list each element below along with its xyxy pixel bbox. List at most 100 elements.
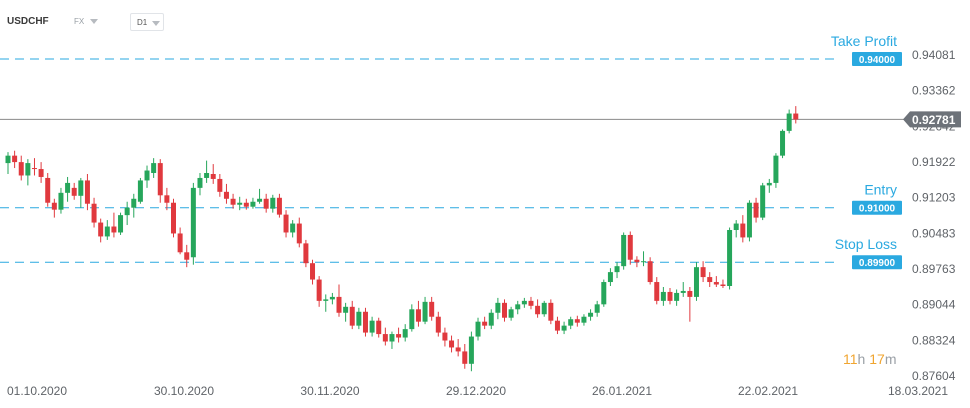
- candle-body: [131, 198, 137, 208]
- level-price-label: 0.91000: [859, 204, 896, 215]
- candle-body: [84, 180, 90, 204]
- candle-body: [693, 267, 699, 297]
- candle-body: [98, 222, 104, 237]
- candle-body: [65, 182, 71, 193]
- timeframe-value: D1: [137, 18, 148, 27]
- candle-body: [680, 290, 686, 293]
- candle-body: [647, 261, 653, 283]
- candle-body: [660, 291, 666, 301]
- candle-body: [137, 180, 143, 202]
- candle-body: [786, 113, 792, 131]
- candle-body: [111, 226, 117, 233]
- candle-body: [667, 291, 673, 301]
- y-tick-label: 0.91203: [912, 191, 956, 205]
- level-price-badge: [852, 255, 902, 270]
- candle-body: [475, 321, 481, 337]
- candle-body: [554, 320, 560, 331]
- countdown-hours: 11: [843, 351, 858, 367]
- candle-body: [601, 282, 607, 305]
- candle-body: [641, 261, 647, 263]
- candle-body: [31, 168, 37, 170]
- candle-body: [310, 263, 316, 280]
- market-label[interactable]: FX: [74, 17, 85, 26]
- candle-body: [422, 301, 428, 322]
- candle-body: [204, 173, 210, 178]
- chevron-down-icon: [152, 21, 160, 26]
- candle-body: [144, 170, 150, 181]
- candle-body: [773, 155, 779, 183]
- candle-body: [343, 306, 349, 313]
- y-tick-label: 0.93362: [912, 84, 956, 98]
- candle-body: [303, 243, 309, 264]
- candle-body: [51, 202, 57, 210]
- candle-body: [382, 334, 388, 342]
- x-tick-label: 26.01.2021: [592, 384, 652, 398]
- chevron-down-icon[interactable]: [90, 19, 98, 24]
- countdown-minutes-unit: m: [884, 351, 897, 367]
- candle-body: [568, 319, 574, 326]
- symbol-label[interactable]: USDCHF: [7, 16, 49, 27]
- candle-body: [581, 316, 587, 323]
- x-tick-label: 22.02.2021: [738, 384, 798, 398]
- candle-body: [71, 187, 77, 196]
- candle-body: [535, 305, 541, 315]
- candle-body: [621, 234, 627, 267]
- candle-body: [515, 304, 521, 310]
- candle-body: [442, 332, 448, 341]
- candle-body: [78, 180, 84, 196]
- candle-body: [753, 202, 759, 218]
- current-price-tag: [903, 111, 961, 128]
- candle-body: [91, 203, 97, 223]
- y-tick-label: 0.89763: [912, 262, 956, 276]
- candle-body: [270, 197, 276, 209]
- candle-body: [184, 252, 190, 260]
- x-tick-label: 30.11.2020: [300, 384, 359, 398]
- y-tick-label: 0.90483: [912, 226, 956, 240]
- candle-body: [25, 163, 31, 176]
- x-tick-label: 01.10.2020: [7, 384, 67, 398]
- timeframe-select[interactable]: D1: [130, 13, 164, 31]
- candle-body: [674, 292, 680, 301]
- level-price-badge: [852, 52, 902, 67]
- level-price-badge: [852, 200, 902, 215]
- candle-body: [402, 329, 408, 338]
- candle-body: [740, 223, 746, 238]
- candle-body: [296, 223, 302, 244]
- candle-body: [449, 340, 455, 348]
- current-price-label: 0.92781: [912, 113, 956, 127]
- candle-body: [12, 155, 18, 163]
- candle-body: [488, 312, 494, 326]
- candle-body: [263, 198, 269, 209]
- candle-body: [316, 279, 322, 301]
- x-tick-label: 30.10.2020: [154, 384, 214, 398]
- candle-body: [58, 192, 64, 210]
- candle-body: [627, 234, 633, 260]
- candle-body: [521, 300, 527, 305]
- candle-body: [5, 155, 11, 164]
- candle-body: [528, 300, 534, 306]
- candle-body: [164, 195, 170, 203]
- candle-body: [257, 198, 263, 202]
- y-tick-label: 0.89044: [912, 298, 956, 312]
- y-tick-label: 0.87604: [912, 369, 956, 383]
- candle-body: [733, 223, 739, 230]
- level-price-label: 0.94000: [859, 55, 896, 66]
- candle-body: [290, 223, 296, 233]
- candle-body: [468, 336, 474, 364]
- candle-body: [369, 320, 375, 333]
- candle-body: [700, 267, 706, 278]
- candle-body: [415, 309, 421, 322]
- candle-body: [614, 266, 620, 273]
- candle-body: [336, 296, 342, 313]
- candle-body: [329, 296, 335, 300]
- candle-body: [435, 316, 441, 333]
- candle-body: [323, 299, 329, 301]
- candle-body: [793, 113, 799, 120]
- candle-body: [250, 201, 256, 207]
- level-price-label: 0.89900: [859, 258, 896, 269]
- y-tick-label: 0.94081: [912, 48, 956, 62]
- candle-body: [157, 163, 163, 196]
- candle-body: [124, 207, 130, 216]
- candle-body: [508, 309, 514, 318]
